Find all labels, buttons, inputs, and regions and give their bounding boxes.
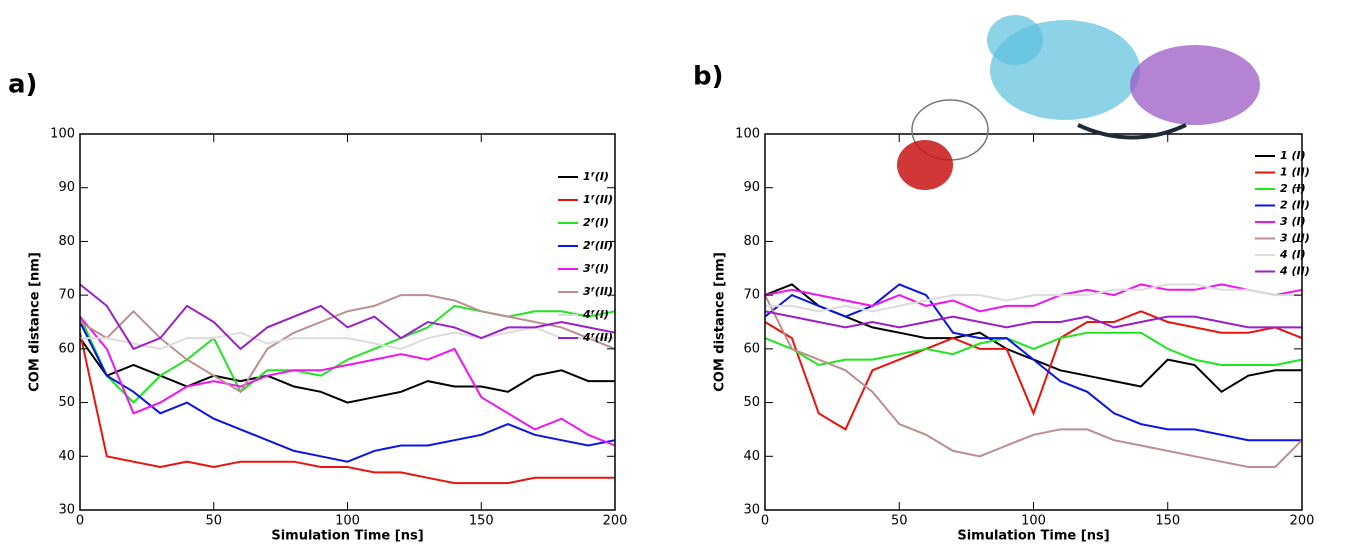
legend-label: 1 (II) — [1280, 166, 1310, 179]
y-tick-label: 80 — [743, 234, 760, 249]
x-tick-label: 100 — [335, 514, 360, 529]
y-tick-label: 70 — [58, 288, 75, 303]
series-line — [764, 283, 1302, 442]
y-tick-label: 80 — [58, 234, 75, 249]
x-axis-label: Simulation Time [ns] — [957, 529, 1109, 544]
x-axis-label: Simulation Time [ns] — [271, 529, 423, 544]
series-line — [79, 321, 616, 463]
legend-label: 1ᶠ(I) — [583, 170, 609, 183]
domain-blob — [897, 140, 953, 190]
legend-label: 2ᶠ(I) — [583, 216, 609, 229]
y-tick-label: 90 — [58, 180, 75, 195]
x-tick-label: 50 — [891, 514, 908, 529]
x-tick-label: 100 — [1021, 514, 1046, 529]
series-line — [79, 283, 616, 351]
legend-label: 3 (I) — [1280, 215, 1306, 228]
series-line — [79, 337, 615, 404]
legend-label: 1 (I) — [1280, 149, 1306, 162]
y-tick-label: 90 — [743, 180, 760, 195]
x-tick-label: 150 — [469, 514, 494, 529]
legend-label: 3ᶠ(I) — [583, 262, 609, 275]
x-tick-label: 150 — [1155, 514, 1180, 529]
y-tick-label: 40 — [58, 449, 75, 464]
legend-label: 4 (I) — [1279, 248, 1306, 261]
arc — [1077, 123, 1187, 140]
y-tick-label: 30 — [743, 503, 760, 518]
legend-label: 3ᶠ(II) — [583, 285, 613, 298]
domain-blob — [987, 15, 1043, 65]
legend-label: 4ᶠ(II) — [582, 331, 613, 344]
series-line — [764, 294, 1303, 468]
y-tick-label: 60 — [58, 341, 75, 356]
panel: a) 30 40 50 60 70 80 90 100 0 50 100 150 200 Simulatio… — [8, 70, 627, 544]
legend-label: 2ᶠ(II) — [583, 239, 613, 252]
domain-blob — [1130, 45, 1260, 125]
y-tick-label: 100 — [50, 127, 75, 142]
series-line — [764, 283, 1303, 313]
series-line — [80, 326, 615, 350]
x-tick-label: 50 — [205, 514, 222, 529]
series-line — [79, 304, 616, 405]
y-tick-label: 40 — [743, 449, 760, 464]
legend-label: 2 (I) — [1280, 182, 1306, 195]
series-line — [764, 331, 1303, 367]
y-axis-label: COM distance [nm] — [713, 252, 728, 392]
y-tick-label: 50 — [58, 395, 75, 410]
y-tick-label: 50 — [743, 395, 760, 410]
x-tick-label: 200 — [603, 514, 628, 529]
panel: b) 30 40 50 60 70 80 90 100 0 50 100 150 200 Simulatio… — [693, 62, 1314, 544]
series-line — [764, 310, 1302, 329]
legend-label: 3 (II) — [1280, 232, 1310, 245]
x-tick-label: 0 — [761, 514, 769, 529]
series-line — [79, 332, 615, 485]
series-line — [765, 283, 1302, 313]
y-tick-label: 30 — [58, 503, 75, 518]
y-tick-label: 70 — [743, 288, 760, 303]
x-tick-label: 200 — [1290, 514, 1315, 529]
panel-label: b) — [693, 62, 724, 92]
x-tick-label: 0 — [76, 514, 84, 529]
legend-label: 1ᶠ(II) — [583, 193, 613, 206]
legend-label: 4ᶠ(I) — [582, 308, 609, 321]
series-line — [79, 294, 616, 394]
y-tick-label: 60 — [743, 341, 760, 356]
series-line — [79, 315, 616, 447]
series-line — [764, 310, 1303, 431]
y-tick-label: 100 — [735, 127, 760, 142]
panel-label: a) — [8, 70, 37, 100]
legend-label: 4 (II) — [1279, 265, 1310, 278]
legend-label: 2 (II) — [1280, 199, 1310, 212]
y-axis-label: COM distance [nm] — [28, 252, 43, 392]
protein-illustration — [897, 15, 1260, 190]
